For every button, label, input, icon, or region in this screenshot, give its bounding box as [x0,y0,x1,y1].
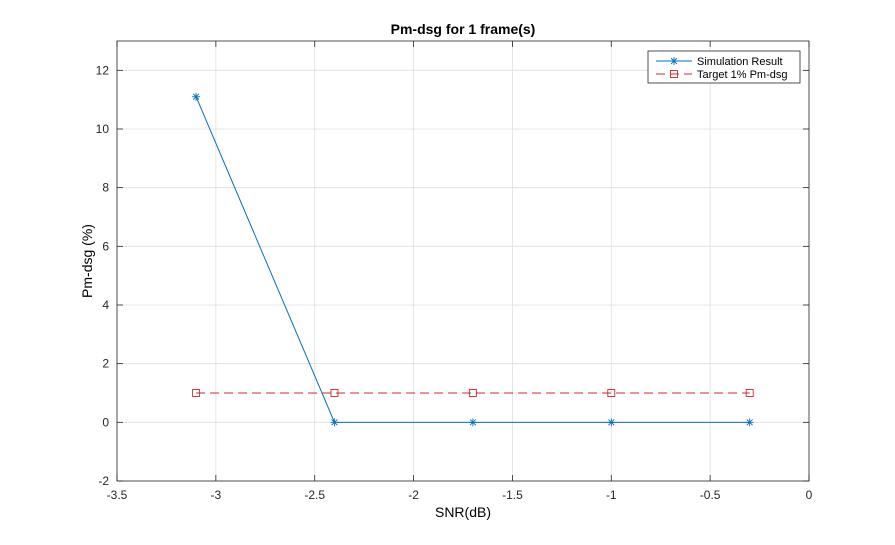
x-tick-label: -1 [606,488,617,502]
x-tick-label: 0 [806,488,813,502]
y-tick-label: 12 [96,63,110,77]
x-tick-label: -2 [408,488,419,502]
series-2-point [192,389,201,397]
series-2-point [607,389,616,397]
series-layer [192,92,754,427]
y-tick-label: 0 [102,415,109,429]
y-tick-label: 8 [102,181,109,195]
x-axis-label: SNR(dB) [435,504,491,520]
y-axis-label: Pm-dsg (%) [79,224,95,298]
series-line-1 [195,96,750,423]
series-1-point [607,418,616,427]
series-2-point [468,389,477,397]
series-1-point [330,418,339,427]
legend-marker-1 [670,57,678,65]
plot-area-frame [116,40,810,482]
y-tick-label: 2 [102,357,109,371]
legend-label-2: Target 1% Pm-dsg [697,69,787,81]
y-tick-label: 4 [102,298,109,312]
x-tick-label: -3 [211,488,222,502]
x-tick-label: -1.5 [502,488,523,502]
series-1-point [745,418,754,427]
y-tick-label: 10 [96,122,110,136]
chart-title: Pm-dsg for 1 frame(s) [391,21,536,37]
series-2-point [330,389,339,397]
series-1-point [192,92,201,101]
x-tick-label: -3.5 [107,488,128,502]
y-tick-label: -2 [98,474,109,488]
legend-marker-2 [670,70,678,78]
y-tick-label: 6 [102,239,109,253]
x-tick-label: -2.5 [304,488,325,502]
x-tick-label: -0.5 [700,488,721,502]
series-2-point [745,389,754,397]
legend-label-1: Simulation Result [697,56,783,68]
series-1-point [468,418,477,427]
grid-lines [116,41,810,482]
axis-ticks: -3.5 -3 -2.5 -2 -1.5 -1 -0.5 0 -2 0 2 4 6 8 10 12 [96,41,813,502]
